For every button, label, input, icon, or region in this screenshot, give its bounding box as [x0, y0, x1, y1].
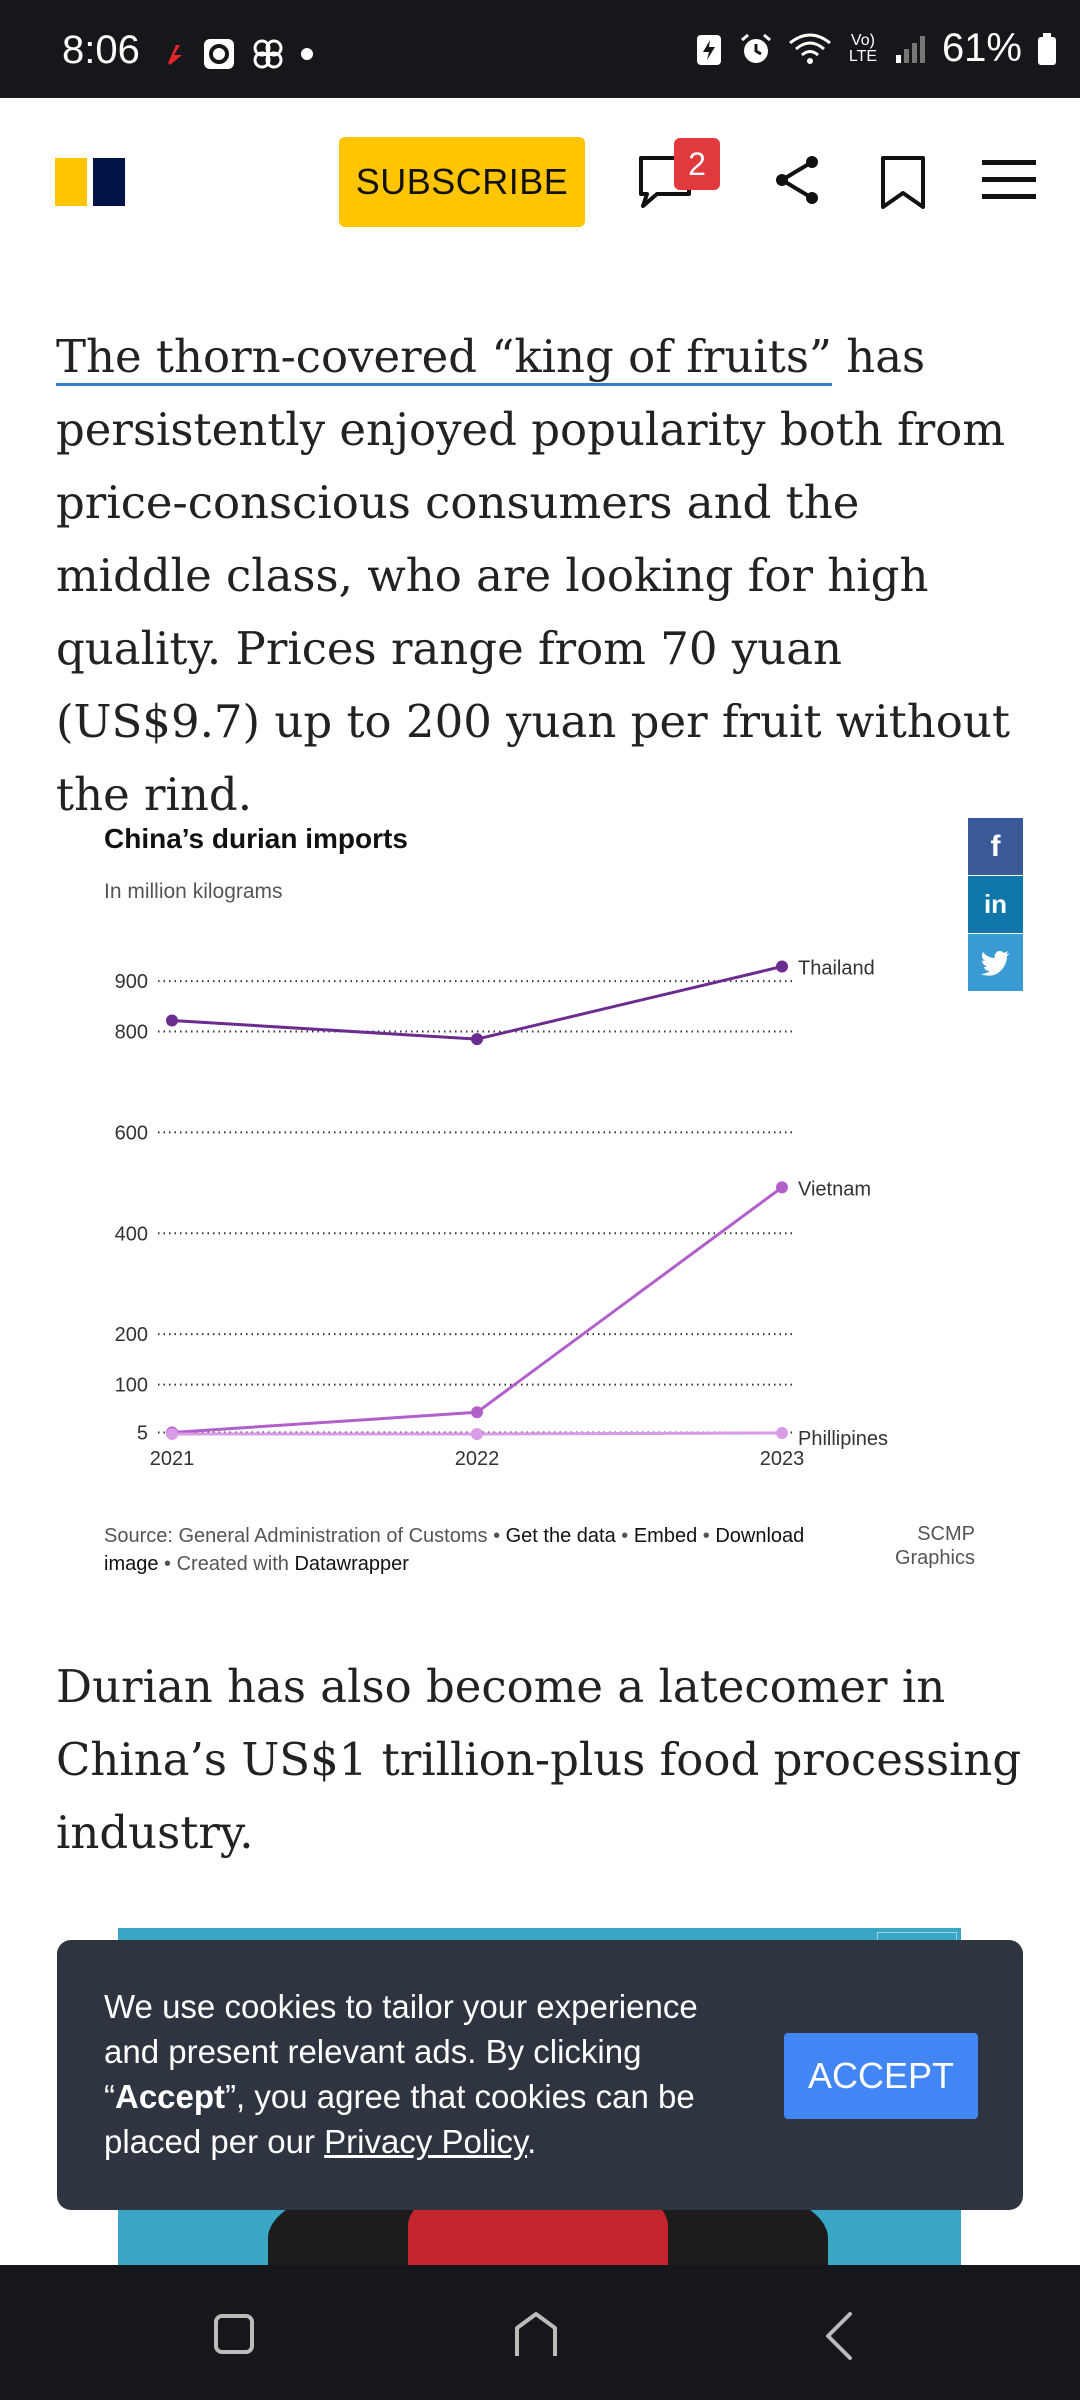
recents-icon[interactable] — [212, 2312, 256, 2356]
chart-subtitle: In million kilograms — [104, 880, 283, 903]
pinwheel-icon — [253, 39, 283, 69]
data-point-phillipines — [776, 1426, 788, 1439]
y-tick-label: 200 — [115, 1324, 148, 1346]
king-of-fruits-link[interactable]: The thorn-covered “king of fruits” — [56, 330, 832, 386]
data-point-phillipines — [166, 1427, 178, 1440]
signal-icon — [895, 35, 925, 63]
data-point-phillipines — [471, 1427, 483, 1440]
datawrapper-link[interactable]: Datawrapper — [294, 1553, 409, 1575]
notification-icons — [162, 36, 314, 72]
alarm-icon — [740, 33, 771, 63]
flash-app-icon — [168, 45, 182, 65]
system-icons: Vo) LTE 61% — [694, 26, 1058, 71]
y-tick-label: 100 — [115, 1375, 148, 1397]
site-header: SUBSCRIBE 2 — [0, 98, 1080, 264]
back-icon[interactable] — [822, 2310, 856, 2362]
series-line-thailand — [171, 965, 783, 1041]
get-data-link[interactable]: Get the data — [505, 1525, 616, 1547]
chart-credit: SCMP Graphics — [875, 1522, 975, 1570]
cookie-accept-word: Accept — [115, 2078, 226, 2115]
cookie-message: We use cookies to tailor your experience… — [104, 1984, 754, 2164]
data-point-vietnam — [471, 1406, 483, 1419]
chart-title: China’s durian imports — [104, 823, 408, 854]
y-tick-label: 800 — [115, 1022, 148, 1044]
data-point-thailand — [166, 1014, 178, 1027]
network-label: Vo) LTE — [848, 31, 878, 65]
y-tick-label: 5 — [137, 1422, 148, 1444]
logo[interactable] — [55, 158, 125, 206]
home-icon[interactable] — [513, 2310, 559, 2358]
series-label-vietnam: Vietnam — [798, 1178, 871, 1200]
share-icon[interactable] — [772, 154, 824, 206]
series-label-thailand: Thailand — [798, 958, 875, 980]
facebook-share-button[interactable]: f — [968, 818, 1023, 875]
subscribe-button[interactable]: SUBSCRIBE — [339, 137, 585, 227]
cookie-text: ”, you agree that cookies can be placed … — [104, 2078, 695, 2160]
chart-footer: Source: General Administration of Custom… — [104, 1522, 844, 1578]
chart-source: Source: General Administration of Custom… — [104, 1525, 506, 1547]
x-tick-label: 2023 — [760, 1448, 805, 1470]
battery-icon — [1038, 32, 1056, 65]
y-tick-label: 900 — [115, 971, 148, 993]
bookmark-icon[interactable] — [880, 155, 926, 211]
y-tick-label: 400 — [115, 1223, 148, 1245]
comment-count-badge[interactable]: 2 — [674, 138, 720, 190]
separator: • — [697, 1525, 716, 1547]
cookie-text: . — [527, 2123, 537, 2160]
dot-icon — [301, 48, 313, 60]
cookie-text: We use cookies to tailor your experience… — [104, 1988, 698, 2115]
linkedin-share-button[interactable]: in — [968, 876, 1023, 933]
credit-line: SCMP — [917, 1523, 975, 1545]
y-tick-label: 600 — [115, 1122, 148, 1144]
facebook-icon: f — [990, 829, 1001, 863]
twitter-icon — [980, 950, 1010, 976]
credit-line: Graphics — [894, 1547, 975, 1569]
download-image-link[interactable]: Download image — [104, 1525, 805, 1575]
embed-link[interactable]: Embed — [633, 1525, 698, 1547]
series-label-phillipines: Phillipines — [798, 1428, 888, 1450]
data-point-vietnam — [776, 1181, 788, 1194]
battery-percent: 61% — [941, 26, 1022, 70]
navigation-bar — [0, 2265, 1080, 2400]
x-tick-label: 2021 — [150, 1448, 195, 1470]
durian-imports-chart: 5 100 200 400 600 800 900 2021 2022 2023 Thailand V… — [115, 958, 888, 1470]
status-time: 8:06 — [62, 28, 140, 72]
article-paragraph: The thorn-covered “king of fruits” has p… — [56, 320, 1026, 831]
camera-app-icon — [204, 39, 234, 69]
article-paragraph-2: Durian has also become a latecomer in Ch… — [56, 1660, 1022, 1859]
privacy-policy-link[interactable]: Privacy Policy — [324, 2123, 528, 2160]
data-point-thailand — [471, 1033, 483, 1046]
linkedin-icon: in — [983, 889, 1008, 919]
separator: • — [615, 1525, 634, 1547]
accept-cookies-button[interactable]: ACCEPT — [784, 2033, 978, 2119]
created-with-text: • Created with — [158, 1553, 295, 1575]
status-bar: 8:06 Vo) LTE 61% — [0, 0, 1080, 98]
data-point-thailand — [776, 960, 788, 973]
series-line-vietnam — [171, 1186, 783, 1434]
twitter-share-button[interactable] — [968, 934, 1023, 991]
paragraph-text: has persistently enjoyed popularity both… — [56, 330, 1010, 821]
cookie-banner: We use cookies to tailor your experience… — [57, 1940, 1023, 2210]
battery-saver-icon — [696, 34, 721, 65]
x-tick-label: 2022 — [455, 1448, 500, 1470]
menu-icon[interactable] — [982, 158, 1036, 202]
wifi-icon — [789, 33, 831, 64]
